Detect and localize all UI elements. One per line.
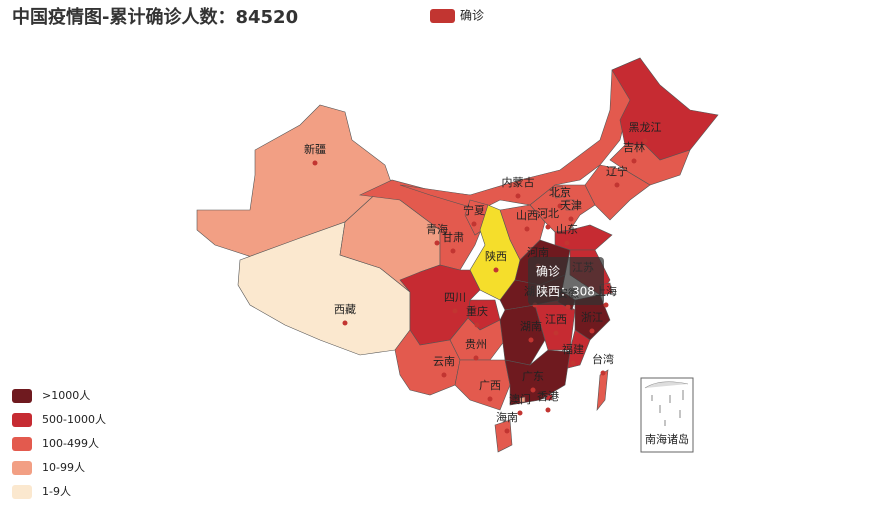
region[interactable] bbox=[551, 185, 567, 199]
region-label: 甘肃 bbox=[442, 231, 464, 244]
region-label: 香港 bbox=[537, 390, 559, 403]
region-label: 新疆 bbox=[304, 142, 326, 156]
title: 中国疫情图-累计确诊人数：84520 bbox=[12, 6, 298, 28]
region-label: 河北 bbox=[537, 207, 559, 220]
tooltip: 确诊 陕西：308 bbox=[528, 257, 604, 305]
region-dot bbox=[517, 410, 523, 416]
region-label: 浙江 bbox=[581, 311, 603, 324]
piece-label[interactable]: 1-9人 bbox=[42, 485, 71, 498]
piece-swatch[interactable] bbox=[12, 485, 32, 499]
region-dot bbox=[473, 355, 479, 361]
region-dot bbox=[515, 193, 521, 199]
region-label: 北京 bbox=[549, 185, 571, 199]
legend-swatch[interactable] bbox=[430, 9, 455, 23]
region[interactable] bbox=[596, 369, 609, 411]
tooltip-text: 陕西：308 bbox=[536, 284, 595, 299]
region-label: 台湾 bbox=[592, 352, 614, 366]
region-dot bbox=[564, 240, 570, 246]
legend-label[interactable]: 确诊 bbox=[460, 9, 484, 23]
region-dot bbox=[312, 160, 318, 166]
region[interactable] bbox=[504, 349, 571, 406]
region[interactable] bbox=[609, 144, 691, 186]
region[interactable] bbox=[519, 396, 526, 403]
region-label: 河南 bbox=[527, 246, 549, 259]
region[interactable] bbox=[196, 104, 393, 259]
region-label: 西藏 bbox=[334, 303, 356, 316]
region-dot bbox=[603, 302, 609, 308]
region-dot bbox=[487, 396, 493, 402]
region-dot bbox=[342, 320, 348, 326]
piece-label[interactable]: 10-99人 bbox=[42, 461, 85, 474]
region[interactable] bbox=[454, 359, 511, 411]
piece-swatch[interactable] bbox=[12, 437, 32, 451]
region-dot bbox=[631, 158, 637, 164]
region[interactable] bbox=[494, 419, 513, 453]
region-label: 云南 bbox=[433, 355, 455, 368]
region-dot bbox=[600, 370, 606, 376]
region-label: 宁夏 bbox=[463, 203, 485, 217]
region-dot bbox=[570, 360, 576, 366]
region-label: 天津 bbox=[560, 199, 582, 212]
piece-swatch[interactable] bbox=[12, 461, 32, 475]
region-dot bbox=[528, 337, 534, 343]
region-label: 山西 bbox=[516, 209, 538, 222]
region-label: 辽宁 bbox=[606, 164, 628, 178]
region-label: 广东 bbox=[522, 370, 544, 383]
region-label: 黑龙江 bbox=[629, 121, 662, 134]
region-label: 湖南 bbox=[520, 320, 542, 333]
region-dot bbox=[493, 267, 499, 273]
region-dot bbox=[557, 203, 563, 209]
region-dot bbox=[530, 387, 536, 393]
region-dot bbox=[553, 330, 559, 336]
piece-swatch[interactable] bbox=[12, 413, 32, 427]
region-dot bbox=[434, 240, 440, 246]
region-label: 海南 bbox=[496, 410, 518, 424]
region-label: 青海 bbox=[426, 222, 448, 236]
region-label: 四川 bbox=[444, 291, 466, 304]
region-dot bbox=[565, 304, 571, 310]
region-dot bbox=[524, 226, 530, 232]
region-label: 广西 bbox=[479, 379, 501, 392]
region-label: 贵州 bbox=[465, 338, 487, 351]
visual-map: >1000人 500-1000人 100-499人 10-99人 1-9人 bbox=[12, 389, 106, 499]
piece-label[interactable]: 100-499人 bbox=[42, 437, 99, 450]
region-label: 内蒙古 bbox=[502, 175, 535, 189]
region[interactable] bbox=[565, 199, 575, 211]
region-dot bbox=[642, 138, 648, 144]
inset-label: 南海诸岛 bbox=[645, 432, 689, 446]
region-label: 重庆 bbox=[466, 304, 488, 318]
region-label: 陕西 bbox=[485, 249, 507, 263]
region-dot bbox=[452, 308, 458, 314]
region-label: 江西 bbox=[545, 313, 567, 326]
piece-label[interactable]: >1000人 bbox=[42, 389, 90, 402]
region-dot bbox=[545, 407, 551, 413]
region-dot bbox=[474, 322, 480, 328]
region[interactable] bbox=[545, 393, 553, 401]
piece-swatch[interactable] bbox=[12, 389, 32, 403]
inset-box: 南海诸岛 bbox=[640, 377, 694, 453]
region-label: 吉林 bbox=[623, 140, 645, 154]
region-dot bbox=[450, 248, 456, 254]
region-label: 山东 bbox=[556, 223, 578, 236]
region-dot bbox=[441, 372, 447, 378]
region-label: 福建 bbox=[562, 342, 584, 356]
region-label: 澳门 bbox=[509, 392, 531, 406]
region-dot bbox=[589, 328, 595, 334]
region-dot bbox=[471, 221, 477, 227]
region-dot bbox=[568, 216, 574, 222]
region-dot bbox=[504, 428, 510, 434]
region-dot bbox=[545, 224, 551, 230]
map: 新疆西藏青海甘肃内蒙古黑龙江吉林辽宁河北山西宁夏陕西山东河南江苏湖北重庆四川贵州… bbox=[196, 57, 719, 453]
tooltip-title: 确诊 bbox=[536, 265, 560, 279]
region-dot bbox=[614, 182, 620, 188]
piece-label[interactable]: 500-1000人 bbox=[42, 413, 106, 426]
